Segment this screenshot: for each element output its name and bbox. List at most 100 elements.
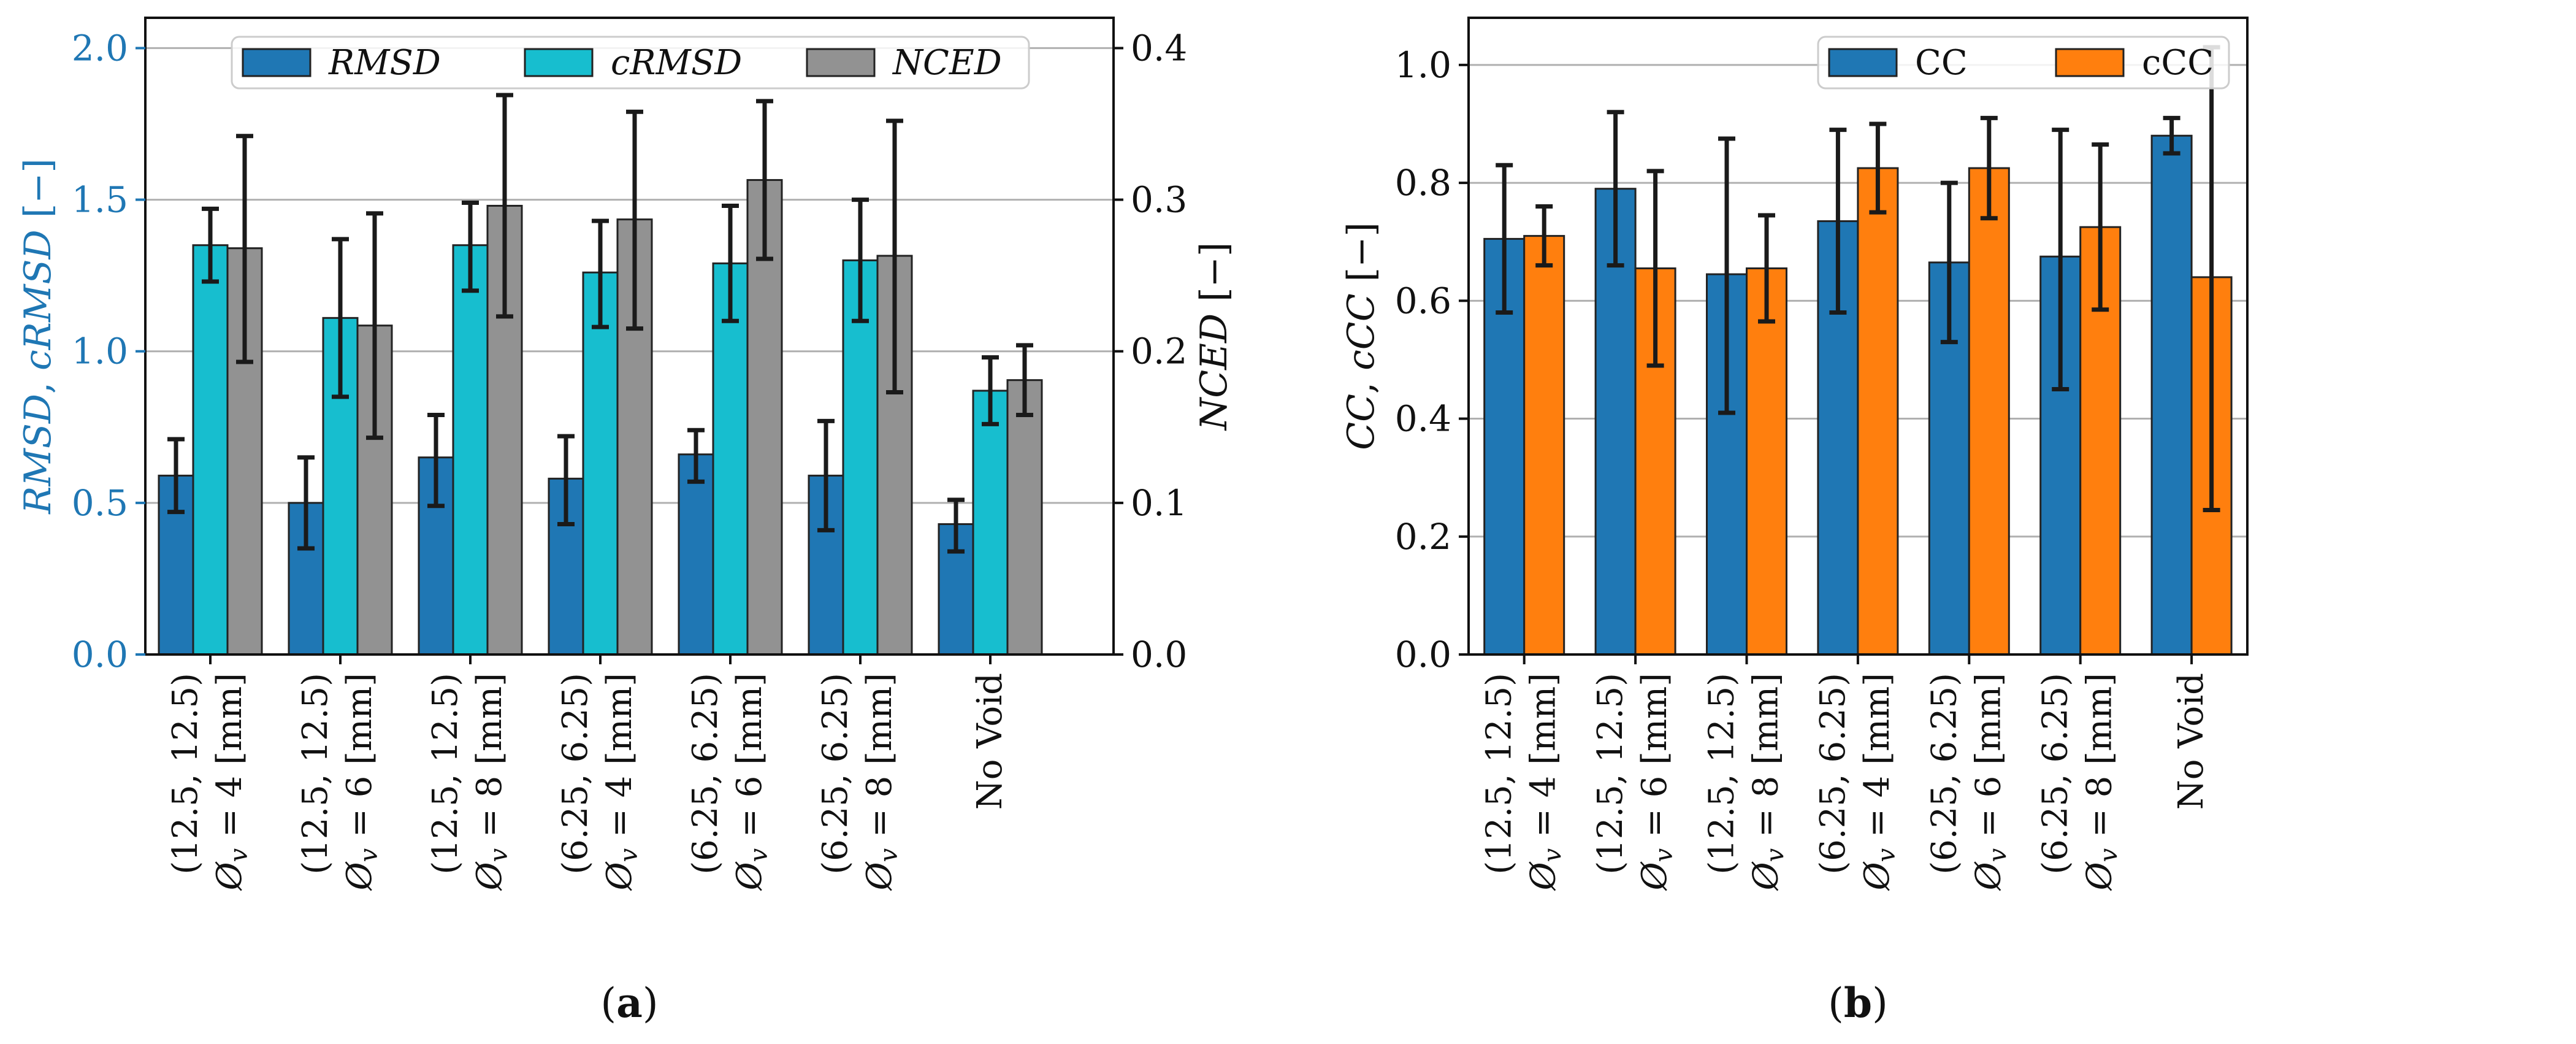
subscript-v: v: [875, 848, 903, 862]
x-category-label: (6.25, 6.25)Øv = 8 [mm]: [2036, 673, 2123, 891]
x-category-label: No Void: [970, 673, 1010, 810]
x-category-label: (12.5, 12.5)Øv = 8 [mm]: [426, 673, 513, 891]
subscript-v: v: [2095, 848, 2123, 862]
category-label-line: No Void: [2171, 673, 2211, 810]
legend-label-CC: CC: [1915, 43, 1968, 83]
category-label-line: (12.5, 12.5): [1591, 673, 1630, 875]
ylabel-part: cRMSD: [17, 229, 59, 370]
category-label-line: Øv = 6 [mm]: [1635, 673, 1678, 891]
y-tick-label: 0.5: [72, 482, 128, 524]
y2-tick-label: 0.3: [1131, 179, 1187, 221]
category-label-rest: = 4 [mm]: [600, 673, 640, 848]
y2-tick-label: 0.1: [1131, 482, 1187, 524]
legend-swatch-cRMSD: [524, 48, 594, 77]
bar-cRMSD: [452, 244, 489, 656]
category-label-rest: = 8 [mm]: [1746, 673, 1786, 848]
category-label-rest: = 4 [mm]: [1524, 673, 1564, 848]
category-label-line: Øv = 8 [mm]: [860, 673, 903, 891]
diameter-symbol: Ø: [730, 861, 770, 891]
category-label-line: Øv = 4 [mm]: [600, 673, 643, 891]
category-label-line: Øv = 6 [mm]: [1968, 673, 2012, 891]
subscript-v: v: [1650, 848, 1678, 862]
diameter-symbol: Ø: [1968, 861, 2008, 891]
category-label-line: (12.5, 12.5): [426, 673, 465, 875]
category-label-rest: = 6 [mm]: [1968, 673, 2008, 848]
diameter-symbol: Ø: [600, 861, 640, 891]
legend-label-RMSD: RMSD: [328, 43, 441, 83]
ylabel-part: ,: [1340, 370, 1383, 394]
subscript-v: v: [1539, 848, 1567, 862]
x-category-label: (12.5, 12.5)Øv = 4 [mm]: [1480, 673, 1567, 891]
ylabel-part: ,: [17, 370, 59, 394]
y-tick-label: 1.0: [1395, 44, 1451, 86]
subscript-v: v: [1873, 848, 1901, 862]
legend-swatch-NCED: [806, 48, 876, 77]
ylabel-part: CC: [1340, 394, 1383, 450]
category-label-rest: = 6 [mm]: [730, 673, 770, 848]
ylabel-part: RMSD: [17, 394, 59, 515]
bar-cCC: [1523, 235, 1565, 656]
category-label-line: Øv = 4 [mm]: [1857, 673, 1901, 891]
x-category-label: No Void: [2171, 673, 2211, 810]
category-label-rest: = 6 [mm]: [340, 673, 380, 848]
x-category-label: (6.25, 6.25)Øv = 4 [mm]: [556, 673, 643, 891]
category-label-line: Øv = 6 [mm]: [730, 673, 773, 891]
y-tick-label: 2.0: [72, 27, 128, 69]
ylabel-part: [−]: [1193, 242, 1236, 313]
y-axis-label: RMSD, cRMSD [−]: [17, 158, 59, 515]
bar-NCED: [1006, 379, 1043, 656]
category-label-line: No Void: [970, 673, 1010, 810]
category-label-rest: = 8 [mm]: [2080, 673, 2120, 848]
y2-tick-label: 0.0: [1131, 634, 1187, 675]
legend-label-NCED: NCED: [892, 43, 1002, 83]
x-category-label: (6.25, 6.25)Øv = 4 [mm]: [1813, 673, 1901, 891]
category-label-line: (6.25, 6.25): [2036, 673, 2076, 875]
x-category-label: (6.25, 6.25)Øv = 6 [mm]: [686, 673, 773, 891]
category-label-rest: = 8 [mm]: [860, 673, 900, 848]
category-label-line: (12.5, 12.5): [1480, 673, 1519, 875]
subscript-v: v: [745, 848, 773, 862]
diameter-symbol: Ø: [2080, 861, 2120, 891]
diameter-symbol: Ø: [1746, 861, 1786, 891]
category-label-rest: = 6 [mm]: [1635, 673, 1675, 848]
legend-label-cCC: cCC: [2142, 43, 2214, 83]
bar-RMSD: [678, 453, 714, 656]
subscript-v: v: [1762, 848, 1790, 862]
y-tick-label: 1.0: [72, 331, 128, 372]
caption-part: (: [600, 980, 616, 1027]
x-category-label: (12.5, 12.5)Øv = 4 [mm]: [166, 673, 253, 891]
diameter-symbol: Ø: [1635, 861, 1675, 891]
bar-cRMSD: [972, 390, 1009, 656]
diameter-symbol: Ø: [1524, 861, 1564, 891]
caption-part: ): [1872, 980, 1888, 1027]
subscript-v: v: [355, 848, 383, 862]
y2-tick-label: 0.4: [1131, 27, 1187, 69]
category-label-rest: = 4 [mm]: [210, 673, 250, 848]
y-axis-label: CC, cCC [−]: [1340, 222, 1383, 450]
x-category-label: (12.5, 12.5)Øv = 8 [mm]: [1702, 673, 1790, 891]
y-tick-label: 0.0: [1395, 634, 1451, 675]
subscript-v: v: [615, 848, 643, 862]
y-axis-label-text: RMSD, cRMSD [−]: [17, 158, 59, 515]
y2-axis-label-text: NCED [−]: [1193, 242, 1236, 431]
diameter-symbol: Ø: [470, 861, 510, 891]
x-category-label: (12.5, 12.5)Øv = 6 [mm]: [1591, 673, 1678, 891]
bar-cRMSD: [192, 244, 229, 656]
bar-cRMSD: [582, 271, 619, 656]
legend-swatch-RMSD: [242, 48, 311, 77]
category-label-rest: = 4 [mm]: [1857, 673, 1897, 848]
category-label-line: Øv = 8 [mm]: [2080, 673, 2123, 891]
diameter-symbol: Ø: [340, 861, 380, 891]
bar-CC: [2150, 134, 2193, 656]
category-label-line: (6.25, 6.25): [1813, 673, 1853, 875]
x-category-label: (12.5, 12.5)Øv = 6 [mm]: [296, 673, 383, 891]
category-label-rest: = 8 [mm]: [470, 673, 510, 848]
legend-label-cRMSD: cRMSD: [611, 43, 742, 83]
subscript-v: v: [485, 848, 513, 862]
ylabel-part: cCC: [1340, 293, 1383, 370]
bar-cCC: [1746, 267, 1787, 656]
legend-box: [1817, 36, 2230, 90]
ylabel-part: [−]: [1340, 222, 1383, 293]
caption-letter: b: [1844, 979, 1872, 1027]
